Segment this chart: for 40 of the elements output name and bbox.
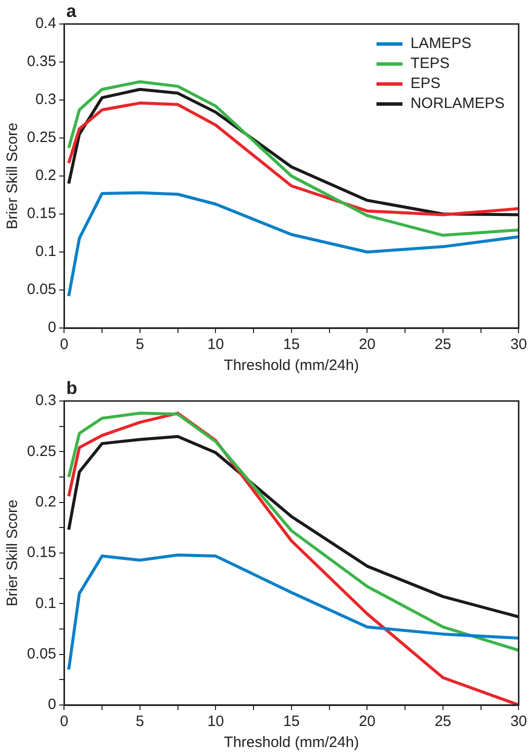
- legend-label: LAMEPS: [410, 35, 472, 52]
- x-tick-label: 0: [60, 713, 68, 730]
- x-tick-label: 20: [358, 336, 376, 354]
- y-tick-label: 0.05: [26, 645, 56, 662]
- y-tick-label: 0.15: [26, 544, 56, 562]
- x-tick-label: 25: [434, 713, 452, 730]
- y-tick-label: 0.35: [26, 53, 56, 70]
- x-tick-label: 30: [510, 713, 527, 730]
- y-tick-label: 0.3: [35, 91, 56, 108]
- x-tick-label: 5: [136, 713, 144, 730]
- y-tick-label: 0.3: [35, 392, 56, 410]
- y-tick-label: 0.2: [35, 167, 56, 184]
- x-tick-label: 30: [510, 336, 527, 354]
- y-tick-label: 0.05: [26, 281, 56, 298]
- x-tick-label: 20: [358, 713, 376, 730]
- y-axis-title: Brier Skill Score: [4, 122, 22, 230]
- x-tick-label: 25: [434, 336, 452, 354]
- chart-title: b: [66, 378, 78, 398]
- x-tick-label: 15: [283, 713, 300, 730]
- y-tick-label: 0.25: [26, 442, 56, 460]
- y-tick-label: 0.1: [35, 594, 56, 612]
- legend-label: TEPS: [410, 55, 450, 72]
- y-axis-title: Brier Skill Score: [4, 500, 22, 606]
- chart-title: a: [66, 0, 78, 21]
- legend-label: EPS: [410, 75, 440, 92]
- y-tick-label: 0: [48, 696, 56, 714]
- y-tick-label: 0.4: [35, 15, 56, 32]
- y-tick-label: 0.1: [35, 243, 56, 260]
- x-tick-label: 0: [60, 336, 68, 354]
- y-tick-label: 0: [48, 319, 56, 336]
- x-tick-label: 5: [136, 336, 144, 354]
- x-tick-label: 10: [207, 713, 224, 730]
- y-tick-label: 0.25: [26, 129, 56, 146]
- x-tick-label: 10: [207, 336, 224, 354]
- x-axis-title: Threshold (mm/24h): [224, 734, 359, 752]
- x-tick-label: 15: [283, 336, 300, 354]
- x-axis-title: Threshold (mm/24h): [224, 357, 359, 374]
- y-tick-label: 0.15: [26, 205, 56, 222]
- y-tick-label: 0.2: [35, 493, 56, 510]
- legend-label: NORLAMEPS: [410, 95, 505, 112]
